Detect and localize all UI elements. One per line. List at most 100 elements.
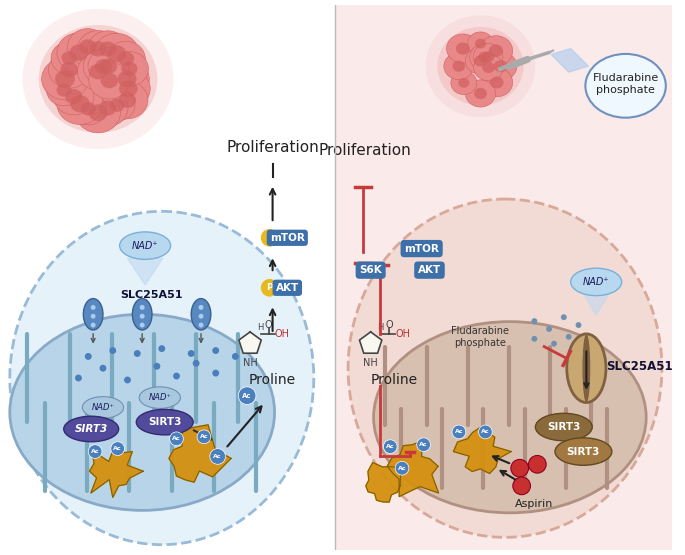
Ellipse shape [76, 93, 121, 133]
Ellipse shape [121, 62, 138, 76]
Ellipse shape [23, 9, 173, 149]
Polygon shape [90, 450, 143, 497]
Bar [336, 6, 672, 549]
Ellipse shape [49, 51, 90, 88]
Ellipse shape [106, 69, 150, 108]
Circle shape [134, 350, 140, 357]
Text: O: O [265, 320, 273, 330]
Ellipse shape [55, 70, 75, 88]
Ellipse shape [39, 25, 158, 133]
Circle shape [566, 334, 572, 340]
Polygon shape [239, 332, 261, 353]
Ellipse shape [456, 43, 470, 54]
Circle shape [546, 326, 552, 332]
Ellipse shape [136, 410, 193, 435]
Text: NAD⁺: NAD⁺ [149, 393, 171, 402]
Circle shape [111, 442, 125, 456]
Circle shape [90, 314, 96, 319]
Text: O: O [386, 320, 393, 330]
Circle shape [110, 347, 116, 354]
Text: Fludarabine
phosphate: Fludarabine phosphate [593, 73, 659, 95]
Circle shape [197, 430, 211, 443]
Circle shape [199, 322, 203, 327]
Text: SIRT3: SIRT3 [148, 417, 182, 427]
Text: Ac: Ac [199, 435, 208, 440]
Ellipse shape [348, 199, 662, 537]
Circle shape [170, 432, 184, 446]
Text: SLC25A51: SLC25A51 [606, 360, 673, 373]
Ellipse shape [99, 100, 116, 115]
Circle shape [199, 314, 203, 319]
Ellipse shape [57, 83, 103, 124]
Ellipse shape [555, 438, 612, 465]
Ellipse shape [238, 387, 256, 405]
Ellipse shape [89, 41, 107, 57]
Ellipse shape [437, 27, 523, 105]
Ellipse shape [582, 334, 590, 402]
Text: Proline: Proline [249, 373, 296, 387]
Ellipse shape [88, 48, 129, 84]
Ellipse shape [536, 413, 593, 441]
Ellipse shape [84, 299, 103, 330]
Text: OH: OH [275, 329, 290, 339]
Polygon shape [127, 259, 163, 285]
Ellipse shape [94, 33, 139, 74]
Text: SIRT3: SIRT3 [566, 447, 600, 457]
Text: mTOR: mTOR [404, 244, 439, 254]
Ellipse shape [465, 80, 495, 107]
Ellipse shape [77, 53, 119, 90]
Text: Ac: Ac [386, 444, 395, 449]
Ellipse shape [57, 83, 71, 97]
Ellipse shape [47, 74, 82, 106]
Circle shape [140, 322, 145, 327]
Circle shape [153, 363, 160, 370]
Text: Aspirin: Aspirin [515, 498, 553, 508]
Text: SIRT3: SIRT3 [75, 424, 108, 434]
Circle shape [212, 370, 219, 376]
Ellipse shape [467, 32, 493, 56]
Text: H: H [377, 324, 384, 332]
Circle shape [561, 314, 566, 320]
Ellipse shape [119, 80, 138, 97]
Circle shape [513, 477, 530, 495]
Circle shape [99, 365, 106, 372]
Ellipse shape [452, 60, 465, 72]
Ellipse shape [79, 39, 97, 54]
Circle shape [140, 305, 145, 310]
Ellipse shape [458, 78, 469, 88]
Text: Proliferation: Proliferation [226, 140, 319, 155]
Ellipse shape [489, 44, 503, 57]
Ellipse shape [70, 44, 88, 61]
Ellipse shape [139, 387, 180, 408]
Ellipse shape [42, 58, 88, 100]
Circle shape [75, 375, 82, 381]
Circle shape [575, 322, 582, 328]
Ellipse shape [484, 52, 517, 80]
Ellipse shape [451, 71, 477, 94]
Ellipse shape [118, 70, 136, 87]
Ellipse shape [470, 44, 499, 70]
Circle shape [532, 336, 537, 342]
Text: Proliferation: Proliferation [319, 143, 411, 158]
Text: NAD⁺: NAD⁺ [92, 403, 114, 412]
Ellipse shape [10, 211, 314, 544]
Circle shape [232, 353, 239, 360]
Text: NH: NH [242, 359, 258, 369]
Ellipse shape [62, 51, 77, 65]
Circle shape [158, 345, 165, 352]
Ellipse shape [81, 102, 96, 115]
Ellipse shape [99, 42, 116, 57]
Circle shape [173, 372, 180, 380]
Circle shape [140, 314, 145, 319]
Ellipse shape [107, 45, 126, 62]
Ellipse shape [87, 89, 128, 127]
Circle shape [384, 440, 397, 453]
Ellipse shape [71, 93, 106, 125]
Text: P: P [266, 233, 273, 243]
Ellipse shape [119, 92, 136, 108]
Circle shape [90, 305, 96, 310]
Circle shape [192, 360, 199, 367]
Ellipse shape [88, 31, 128, 68]
Ellipse shape [57, 33, 101, 73]
Ellipse shape [566, 334, 606, 402]
